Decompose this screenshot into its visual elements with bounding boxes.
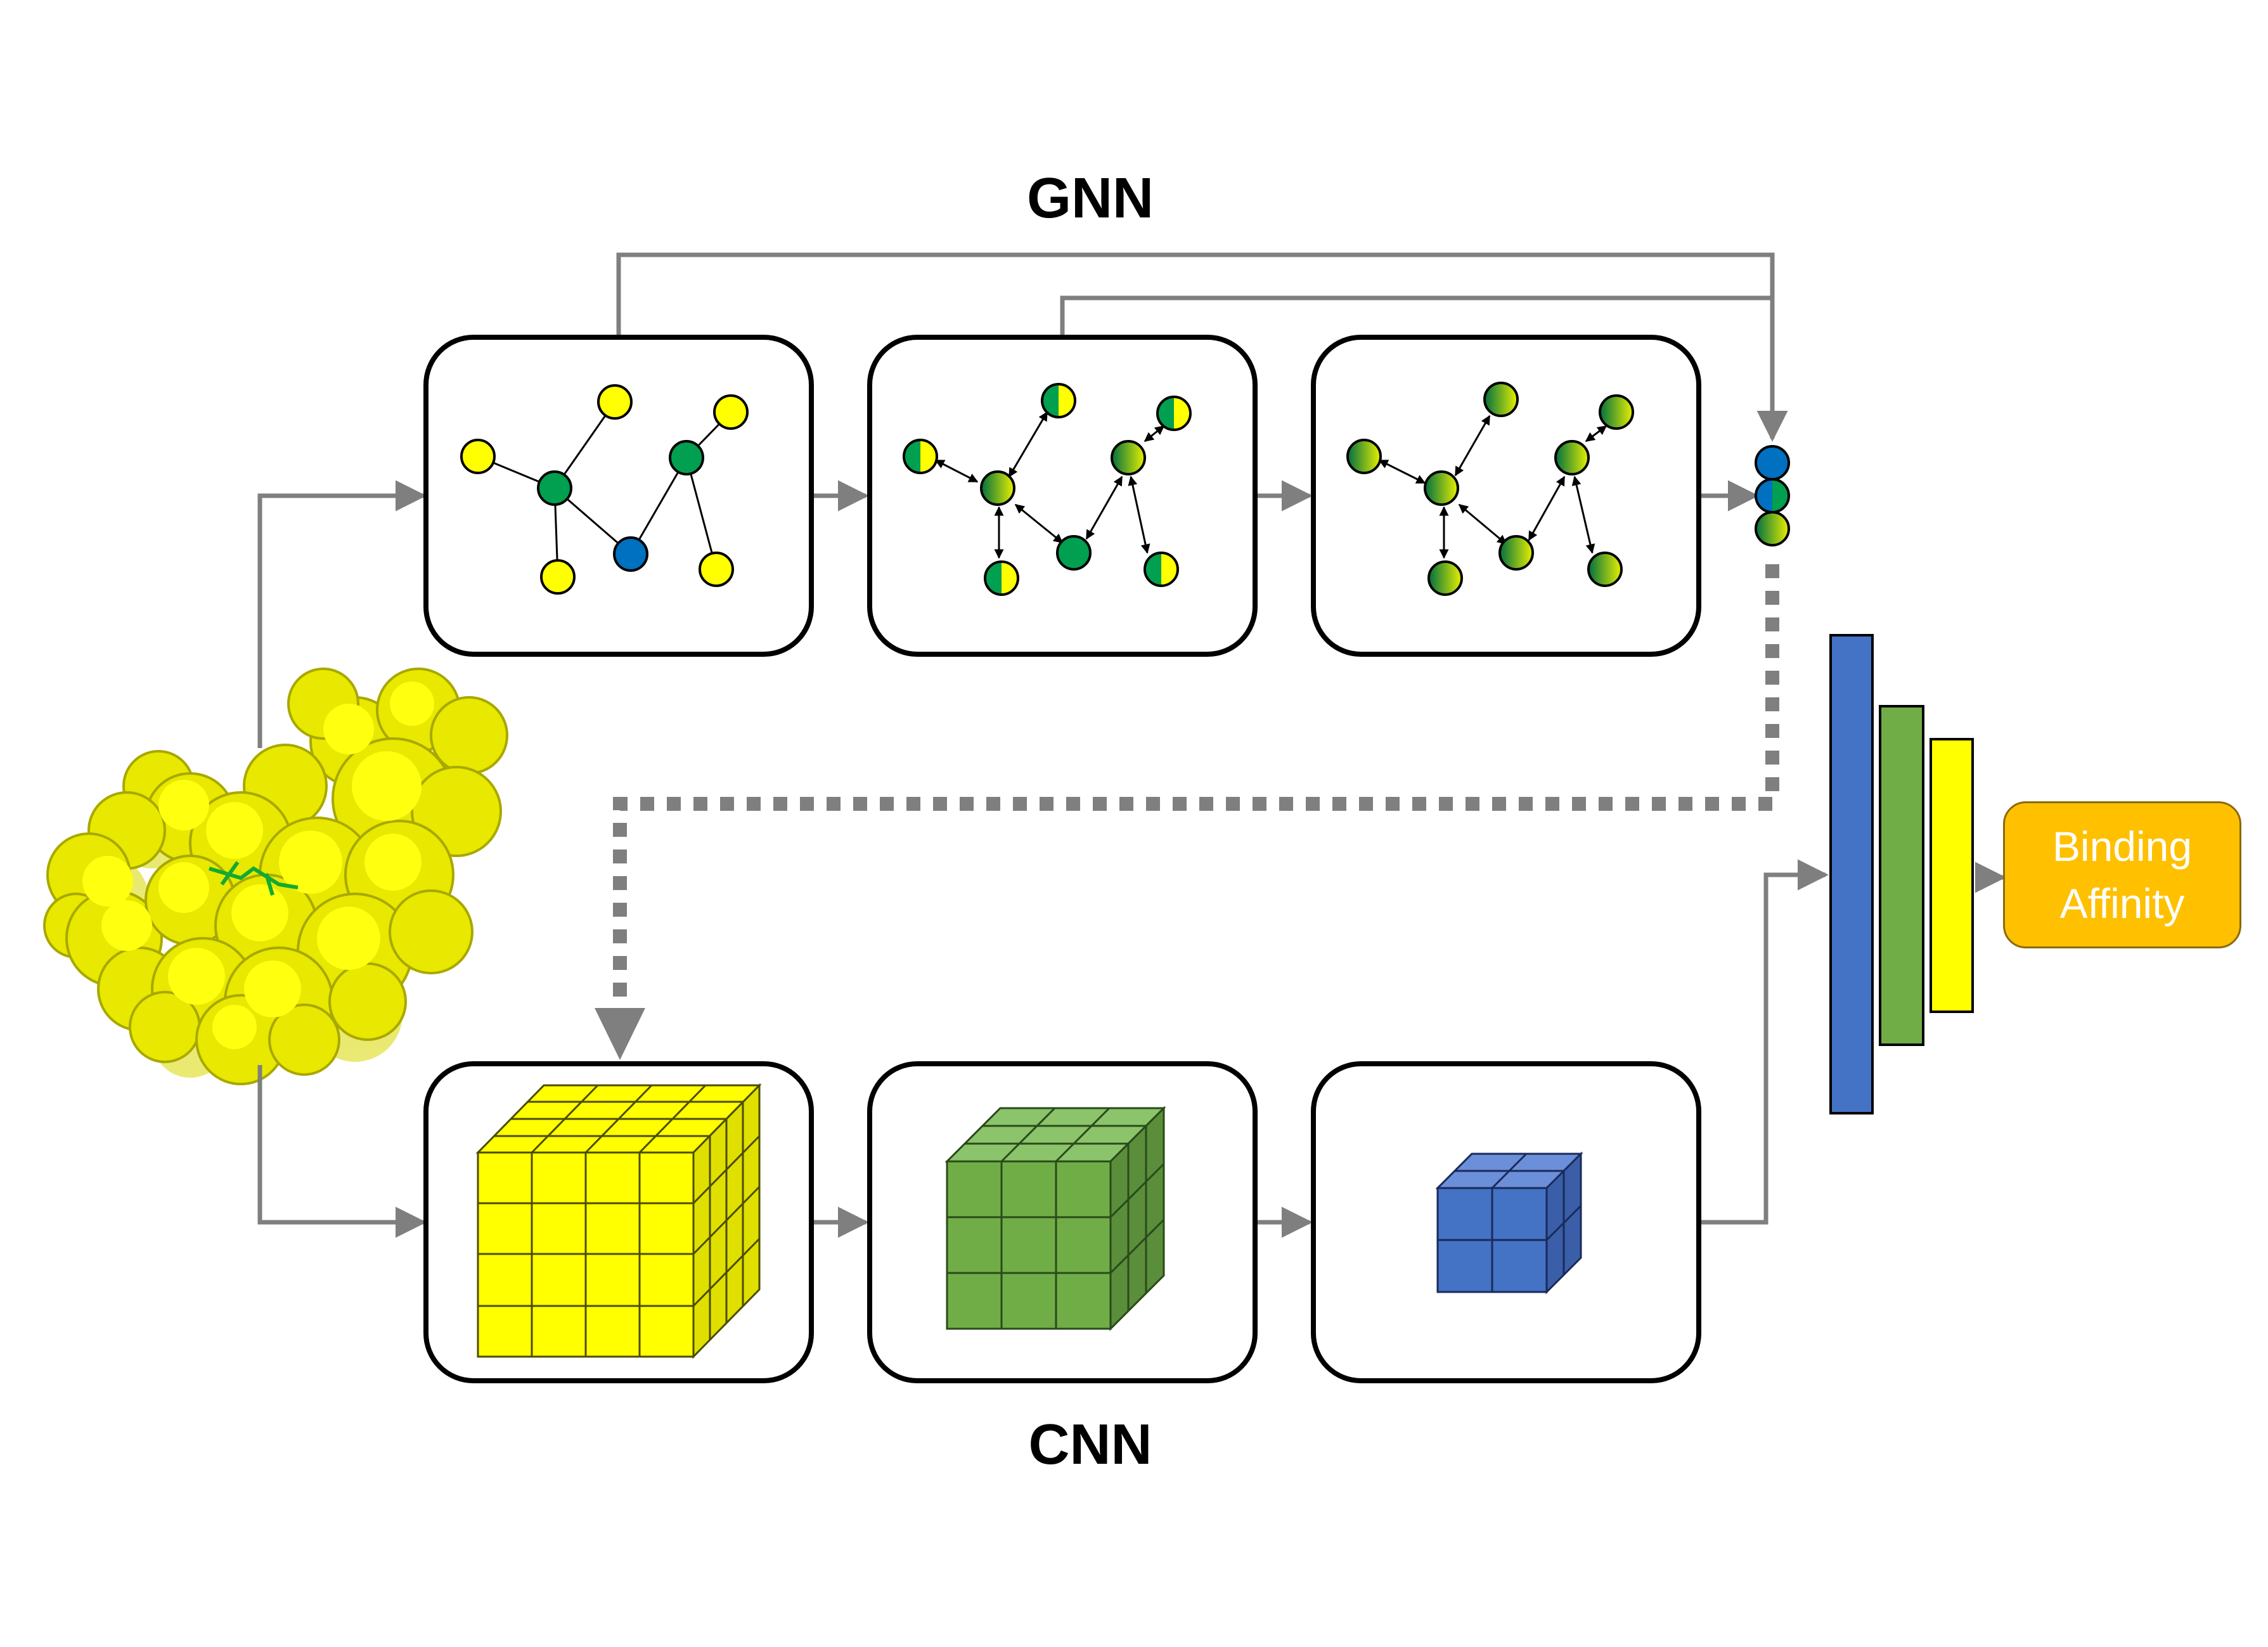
gnn-panel-3 [1311, 335, 1701, 657]
pooled-features [1755, 445, 1790, 546]
output-label-line1: Binding [2052, 823, 2193, 870]
gnn-panel-2 [867, 335, 1258, 657]
connector-lines [257, 252, 2006, 1238]
cnn-label: CNN [1028, 1413, 1152, 1476]
cnn-panel-2 [867, 1061, 1258, 1383]
output-label-line2: Affinity [2059, 880, 2185, 927]
protein-surface-icon [43, 668, 508, 1085]
gnn-panel-1 [423, 335, 814, 657]
gnn-label: GNN [1027, 167, 1154, 230]
dashed-arrow-head [595, 1008, 645, 1060]
binding-affinity-output: Binding Affinity [2003, 801, 2241, 948]
dashed-flow-line [613, 564, 1779, 1008]
dense-layer-icon [1829, 634, 1974, 1114]
cnn-panel-3 [1311, 1061, 1701, 1383]
cnn-panel-1 [423, 1061, 814, 1383]
